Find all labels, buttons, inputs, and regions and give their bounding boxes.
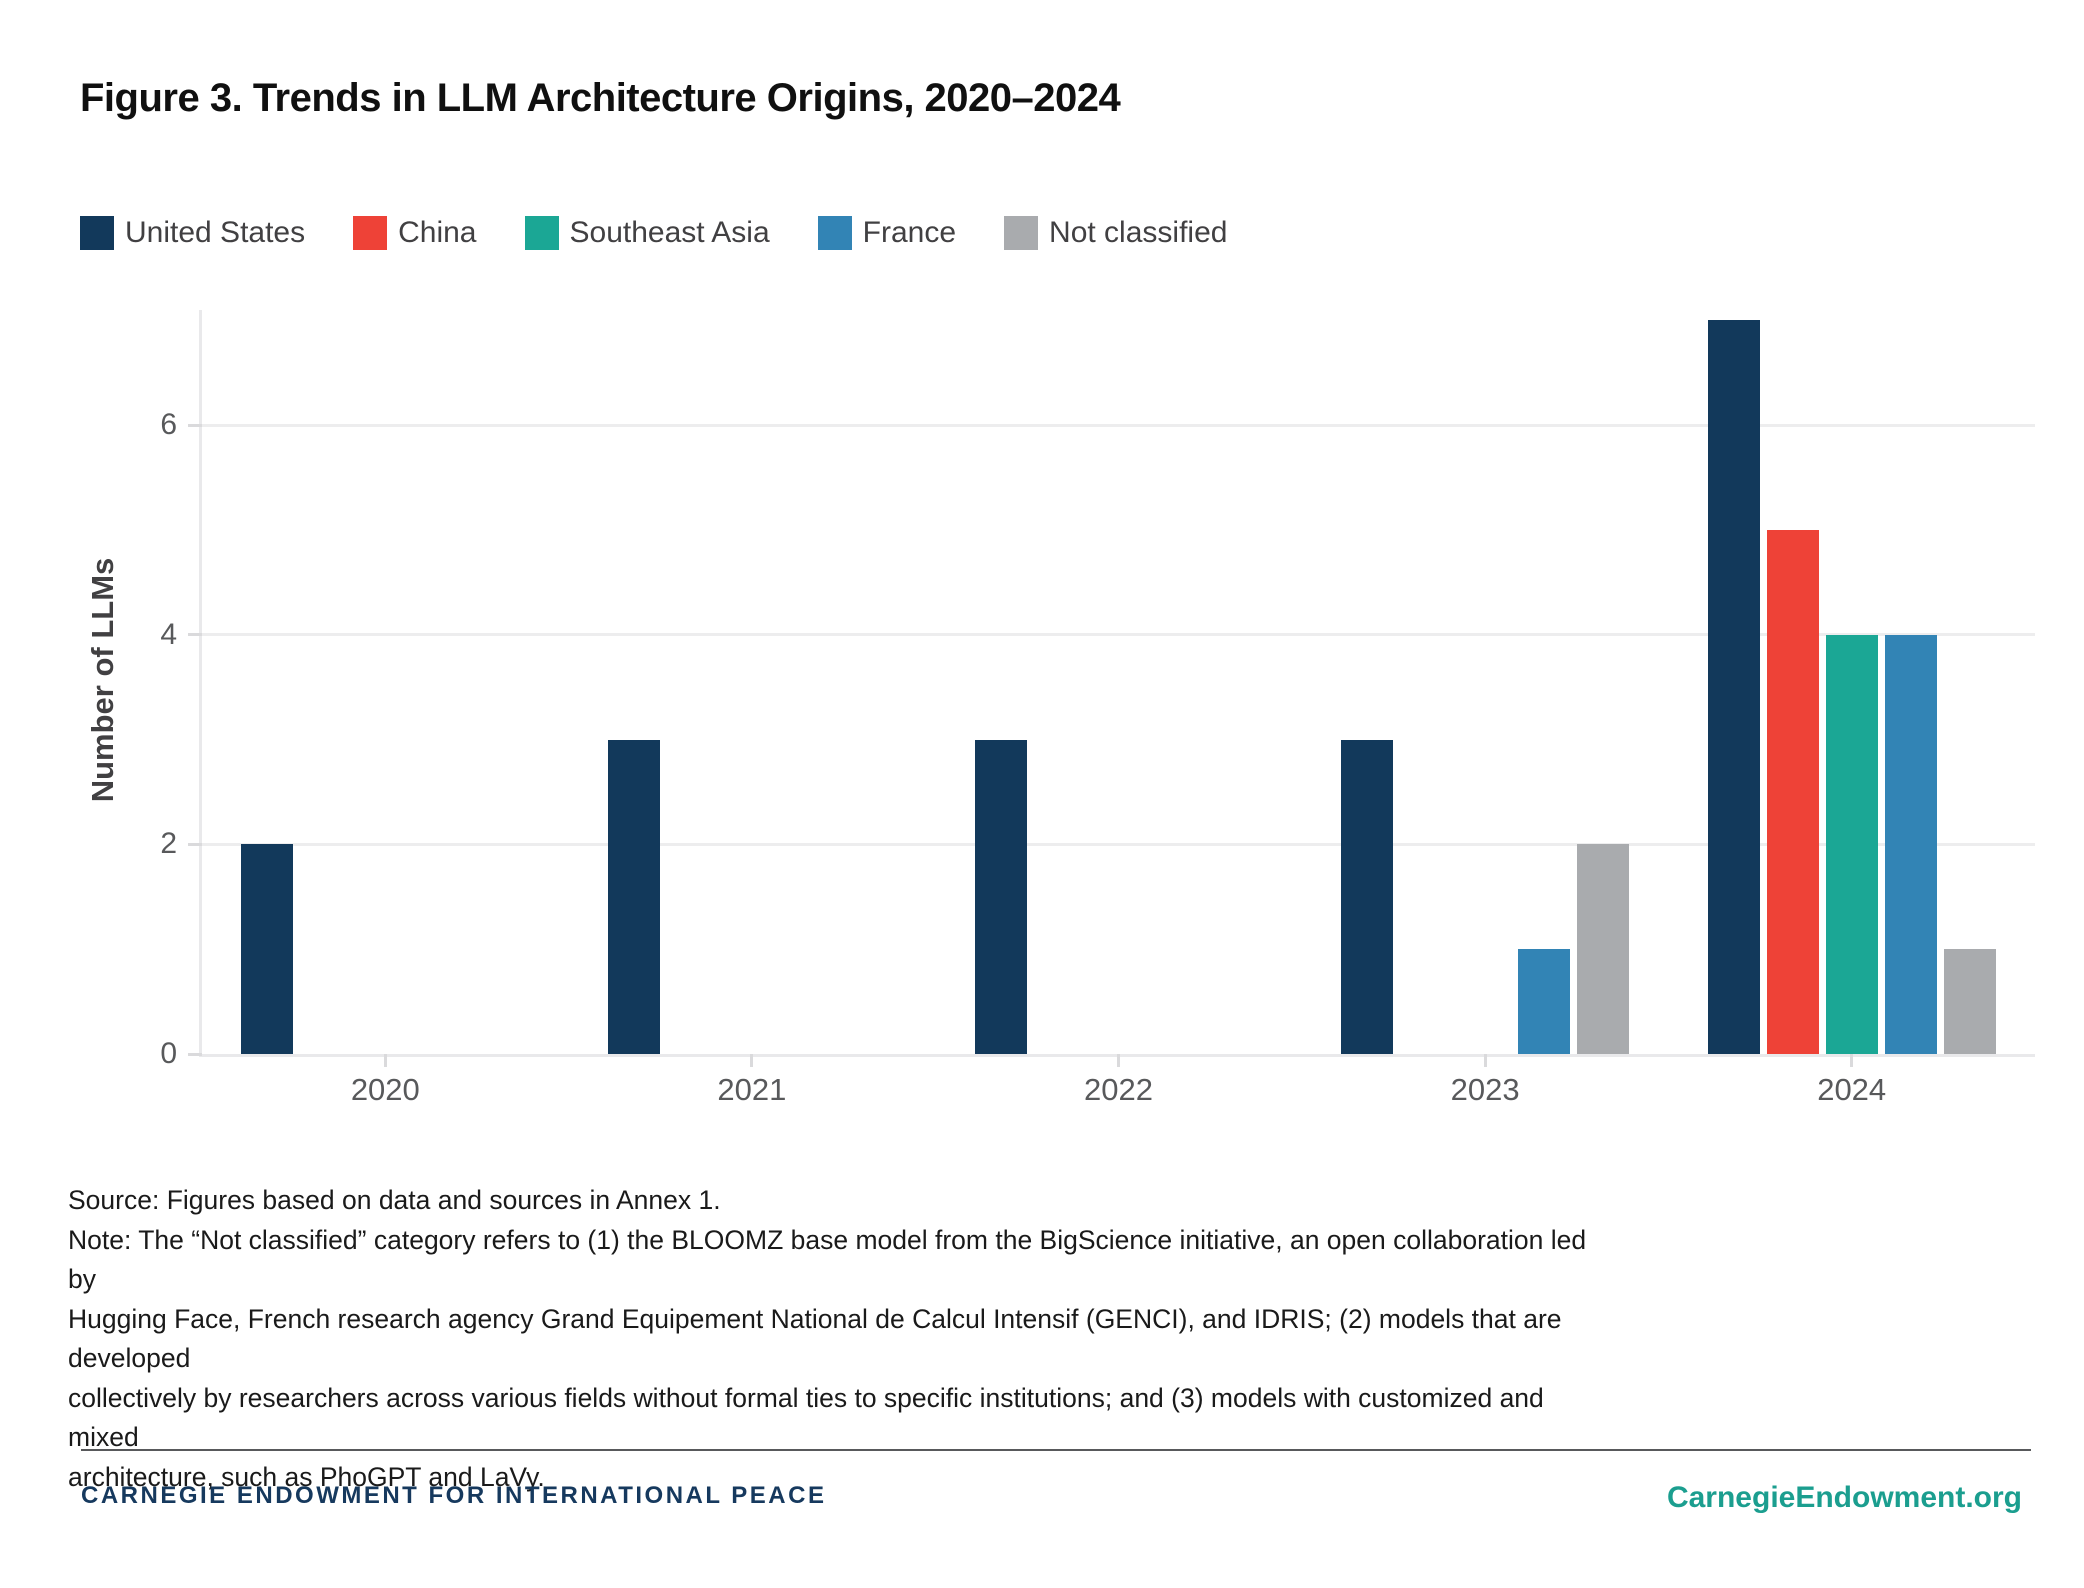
x-tick-mark: [383, 1054, 387, 1067]
bar-united-states-2021: [607, 739, 660, 1054]
note-lines: Note: The “Not classified” category refe…: [68, 1221, 1588, 1498]
bar-france-2023: [1518, 949, 1571, 1054]
footer-divider: [81, 1449, 2031, 1451]
legend-item-southeast-asia: Southeast Asia: [524, 216, 770, 250]
y-tick-mark: [188, 1052, 202, 1056]
legend-label: Southeast Asia: [569, 216, 770, 249]
bar-france-2024: [1884, 634, 1937, 1054]
legend-swatch: [1004, 216, 1039, 250]
legend-swatch: [817, 216, 852, 250]
legend-swatch: [80, 216, 114, 250]
bar-united-states-2024: [1707, 320, 1760, 1054]
bar-not-classified-2023: [1577, 844, 1630, 1054]
legend-label: Not classified: [1049, 216, 1228, 249]
x-tick-mark: [750, 1054, 754, 1067]
x-tick-mark: [1483, 1054, 1487, 1067]
note-line: Hugging Face, French research agency Gra…: [68, 1303, 1562, 1374]
legend-label: China: [398, 216, 477, 249]
source-line: Source: Figures based on data and source…: [68, 1185, 721, 1215]
bar-chart-plot-area: 0 2 4 6 2020 2021 2022 2023 2024: [160, 310, 2035, 1107]
x-tick-label-2023: 2023: [1450, 1072, 1520, 1107]
note-line: architecture, such as PhoGPT and LaVy.: [68, 1461, 545, 1492]
y-tick-label-0: 0: [160, 1037, 177, 1070]
gridline-y-4: [202, 633, 2035, 637]
bar-united-states-2022: [974, 739, 1027, 1054]
y-tick-mark: [188, 842, 202, 846]
y-tick-mark: [188, 633, 202, 637]
y-tick-label-2: 2: [160, 827, 177, 861]
figure-title: Figure 3. Trends in LLM Architecture Ori…: [80, 76, 1121, 120]
legend-swatch: [524, 216, 559, 250]
x-tick-label-2020: 2020: [350, 1072, 420, 1107]
bar-china-2024: [1766, 530, 1819, 1054]
legend-label: France: [862, 216, 957, 249]
x-tick-label-2024: 2024: [1817, 1072, 1887, 1107]
bar-united-states-2020: [241, 844, 294, 1054]
y-tick-label-4: 4: [160, 617, 177, 651]
y-tick-label-6: 6: [160, 408, 177, 442]
bar-southeast-asia-2024: [1825, 634, 1878, 1054]
x-tick-mark: [1850, 1054, 1854, 1067]
footer-organization: CARNEGIE ENDOWMENT FOR INTERNATIONAL PEA…: [81, 1482, 827, 1509]
note-line: collectively by researchers across vario…: [68, 1382, 1544, 1453]
note-line: Note: The “Not classified” category refe…: [68, 1224, 1587, 1295]
gridline-y-2: [202, 842, 2035, 846]
legend-item-china: China: [353, 216, 477, 250]
chart-legend: United States China Southeast Asia France No…: [80, 216, 1227, 250]
source-note: Source: Figures based on data and source…: [68, 1181, 1588, 1497]
x-tick-label-2022: 2022: [1084, 1072, 1153, 1107]
legend-item-not-classified: Not classified: [1004, 216, 1227, 250]
x-tick-mark: [1117, 1054, 1120, 1067]
legend-swatch: [353, 216, 388, 250]
legend-item-france: France: [817, 216, 957, 250]
bar-united-states-2023: [1341, 739, 1394, 1054]
gridline-y-6: [202, 423, 2035, 427]
footer-website-link[interactable]: CarnegieEndowment.org: [1666, 1481, 2022, 1514]
legend-item-united-states: United States: [80, 216, 305, 250]
y-tick-mark: [188, 423, 202, 427]
x-tick-label-2021: 2021: [717, 1072, 787, 1107]
bar-not-classified-2024: [1943, 949, 1996, 1054]
legend-label: United States: [125, 216, 306, 249]
